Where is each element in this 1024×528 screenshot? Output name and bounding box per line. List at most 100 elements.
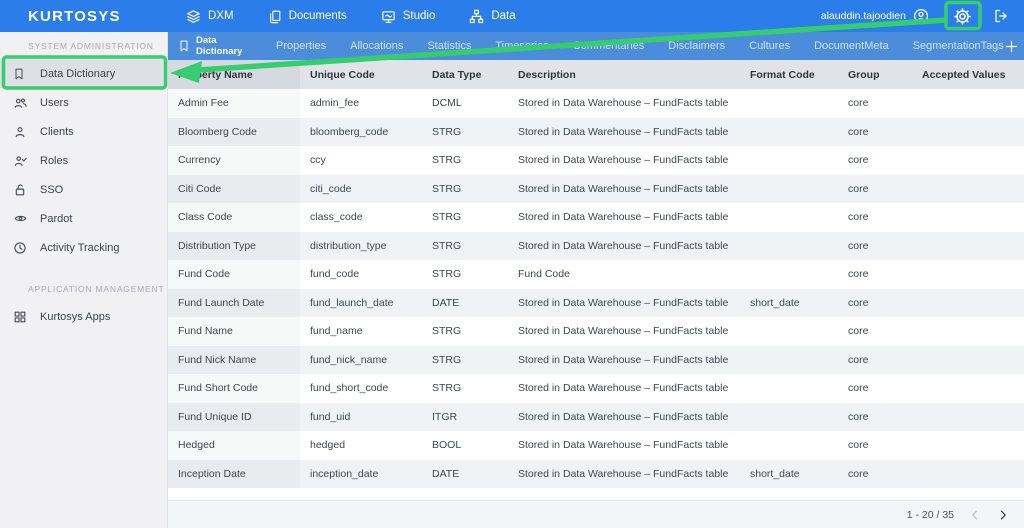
sidebar-item-activity-tracking[interactable]: Activity Tracking (0, 233, 167, 262)
gear-icon[interactable] (953, 7, 972, 26)
sidebar-section-title: APPLICATION MANAGEMENT (28, 284, 165, 294)
bookmark-icon (178, 39, 190, 53)
table-cell: ITGR (432, 410, 458, 423)
top-bar: KURTOSYS DXM Documents Studio Data alauddin… (0, 0, 1024, 32)
tab-cultures[interactable]: Cultures (749, 40, 791, 52)
data-dictionary-table: Property Name Unique Code Data Type Descrip… (168, 60, 1024, 528)
table-cell: Hedged (168, 431, 300, 460)
user-email[interactable]: alauddin.tajoodien (820, 10, 906, 22)
avatar-icon[interactable] (913, 8, 929, 24)
sidebar-item-label: Pardot (40, 212, 73, 225)
tab-properties[interactable]: Properties (276, 40, 327, 52)
table-row[interactable]: Fund Nick Name fund_nick_name STRG Stored i… (168, 345, 1024, 375)
table-cell: Fund Unique ID (168, 403, 300, 432)
table-cell: STRG (432, 382, 462, 395)
tab-documentmeta[interactable]: DocumentMeta (814, 40, 889, 52)
table-footer: 1 - 20 / 35 (168, 500, 1024, 528)
table-cell: Admin Fee (168, 89, 300, 118)
table-row[interactable]: Citi Code citi_code STRG Stored in Data War… (168, 174, 1024, 203)
table-row[interactable]: Bloomberg Code bloomberg_code STRG Stored i… (168, 117, 1024, 147)
table-row[interactable]: Fund Short Code fund_short_code STRG Stored… (168, 374, 1024, 403)
tab-timeseries[interactable]: Timeseries (495, 40, 549, 52)
nav-item-dxm[interactable]: DXM (186, 9, 234, 24)
table-cell: Stored in Data Warehouse – FundFacts tab… (518, 439, 729, 452)
table-cell (912, 460, 1024, 489)
table-cell: DATE (432, 467, 460, 480)
table-row[interactable]: Fund Name fund_name STRG Stored in Data War… (168, 317, 1024, 346)
sidebar-item-label: Data Dictionary (40, 67, 116, 80)
sidebar-item-label: Activity Tracking (40, 241, 120, 254)
table-cell (740, 346, 838, 375)
table-row[interactable]: Hedged hedged BOOL Stored in Data Warehouse… (168, 431, 1024, 460)
table-cell: Stored in Data Warehouse – FundFacts tab… (518, 325, 729, 338)
table-cell: core (848, 97, 869, 110)
table-cell (740, 203, 838, 232)
table-cell: hedged (310, 439, 346, 452)
table-cell: STRG (432, 125, 462, 138)
table-cell: fund_short_code (310, 382, 389, 395)
table-cell (740, 317, 838, 346)
table-row[interactable]: Currency ccy STRG Stored in Data Warehouse … (168, 146, 1024, 175)
table-cell: Class Code (168, 203, 300, 232)
table-cell (912, 232, 1024, 261)
logout-icon[interactable] (993, 8, 1009, 24)
table-cell: Fund Launch Date (168, 289, 300, 318)
sidebar-item-kurtosys-apps[interactable]: Kurtosys Apps (0, 302, 167, 331)
table-cell: Fund Short Code (168, 374, 300, 403)
table-cell (912, 89, 1024, 118)
tab-allocations[interactable]: Allocations (350, 40, 404, 52)
table-row[interactable]: Fund Code fund_code STRG Fund Code core (168, 260, 1024, 289)
table-cell (740, 118, 838, 147)
table-row[interactable]: Class Code class_code STRG Stored in Data W… (168, 203, 1024, 232)
table-row[interactable]: Distribution Type distribution_type STRG St… (168, 231, 1024, 261)
table-cell: fund_nick_name (310, 353, 388, 366)
sidebar-item-users[interactable]: Users (0, 88, 167, 117)
table-row[interactable]: Inception Date inception_date DATE Stored i… (168, 459, 1024, 489)
sidebar-item-sso[interactable]: SSO (0, 175, 167, 204)
sidebar-item-label: Roles (40, 154, 69, 167)
nav-item-documents[interactable]: Documents (268, 9, 347, 24)
table-cell: ccy (310, 154, 326, 167)
table-row[interactable]: Admin Fee admin_fee DCML Stored in Data War… (168, 89, 1024, 118)
table-cell: admin_fee (310, 97, 360, 110)
table-row[interactable]: Fund Launch Date fund_launch_date DATE Stor… (168, 288, 1024, 318)
nav-item-studio[interactable]: Studio (381, 9, 435, 24)
table-cell: Inception Date (168, 460, 300, 489)
tab-data-dictionary[interactable]: Data Dictionary (178, 35, 252, 58)
table-cell: STRG (432, 325, 462, 338)
table-cell: STRG (432, 353, 462, 366)
column-header-format-code: Format Code (750, 68, 815, 81)
table-cell: Fund Nick Name (168, 346, 300, 375)
tab-commentaries[interactable]: Commentaries (572, 40, 645, 52)
nav-item-label: DXM (208, 10, 234, 22)
tab-disclaimers[interactable]: Disclaimers (668, 40, 726, 52)
table-cell: Fund Name (168, 317, 300, 346)
table-cell: bloomberg_code (310, 125, 389, 138)
table-row[interactable]: Fund Unique ID fund_uid ITGR Stored in Data… (168, 402, 1024, 432)
chevron-right-icon[interactable] (996, 508, 1010, 522)
nav-item-data[interactable]: Data (469, 9, 516, 24)
sidebar-item-roles[interactable]: Roles (0, 146, 167, 175)
column-header-description: Description (518, 68, 576, 81)
table-cell (912, 317, 1024, 346)
tab-statistics[interactable]: Statistics (427, 40, 472, 52)
sidebar: SYSTEM ADMINISTRATION Data Dictionary User… (0, 32, 168, 528)
chevron-left-icon[interactable] (968, 508, 982, 522)
table-cell (912, 203, 1024, 232)
sidebar-item-clients[interactable]: Clients (0, 117, 167, 146)
table-cell (912, 146, 1024, 175)
sidebar-item-pardot[interactable]: Pardot (0, 204, 167, 233)
tab-segmentationtags[interactable]: SegmentationTags (912, 40, 1004, 52)
table-cell: Stored in Data Warehouse – FundFacts tab… (518, 239, 729, 252)
roles-icon (13, 154, 29, 168)
column-header-accepted-values: Accepted Values (922, 68, 1006, 81)
table-cell (740, 260, 838, 289)
table-body: Admin Fee admin_fee DCML Stored in Data War… (168, 89, 1024, 488)
table-cell: Stored in Data Warehouse – FundFacts tab… (518, 467, 729, 480)
sidebar-item-data-dictionary[interactable]: Data Dictionary (0, 59, 167, 88)
table-cell: short_date (750, 467, 800, 480)
plus-icon[interactable] (1004, 39, 1019, 54)
table-cell (740, 89, 838, 118)
lock-icon (13, 183, 29, 197)
table-cell: Currency (168, 146, 300, 175)
